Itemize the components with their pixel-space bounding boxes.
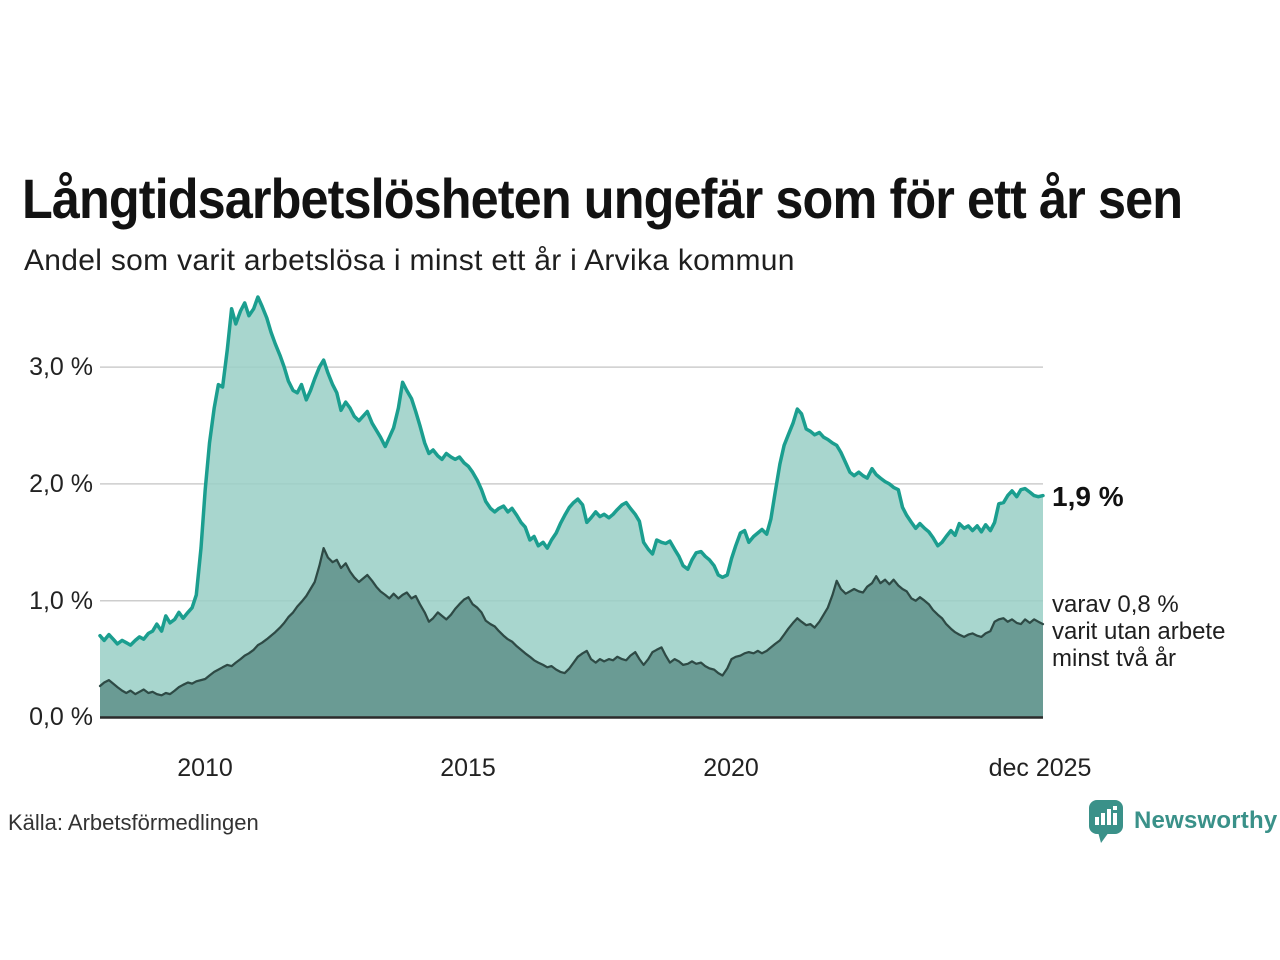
breakdown-line-3: minst två år: [1052, 645, 1177, 672]
breakdown-annotation: varav 0,8 % varit utan arbete minst två …: [1052, 591, 1225, 672]
newsworthy-logo: Newsworthy: [1088, 799, 1277, 847]
breakdown-line-2: varit utan arbete: [1052, 618, 1226, 645]
y-tick-label-3: 3,0 %: [29, 353, 93, 381]
source-note: Källa: Arbetsförmedlingen: [8, 810, 259, 835]
page-subtitle: Andel som varit arbetslösa i minst ett å…: [24, 244, 795, 277]
newsworthy-logo-icon: [1089, 800, 1123, 843]
x-tick-label-dec-2025: dec 2025: [988, 754, 1092, 782]
y-tick-label-0: 0,0 %: [29, 703, 93, 731]
x-tick-label-2010: 2010: [177, 754, 233, 782]
x-tick-label-2015: 2015: [440, 754, 496, 782]
newsworthy-wordmark: Newsworthy: [1134, 807, 1278, 834]
page-title: Långtidsarbetslösheten ungefär som för e…: [22, 166, 1183, 230]
x-tick-label-2020: 2020: [703, 754, 759, 782]
latest-value-annotation: 1,9 %: [1052, 481, 1124, 512]
y-tick-label-1: 1,0 %: [29, 587, 93, 615]
breakdown-line-1: varav 0,8 %: [1052, 591, 1179, 618]
y-tick-label-2: 2,0 %: [29, 470, 93, 498]
